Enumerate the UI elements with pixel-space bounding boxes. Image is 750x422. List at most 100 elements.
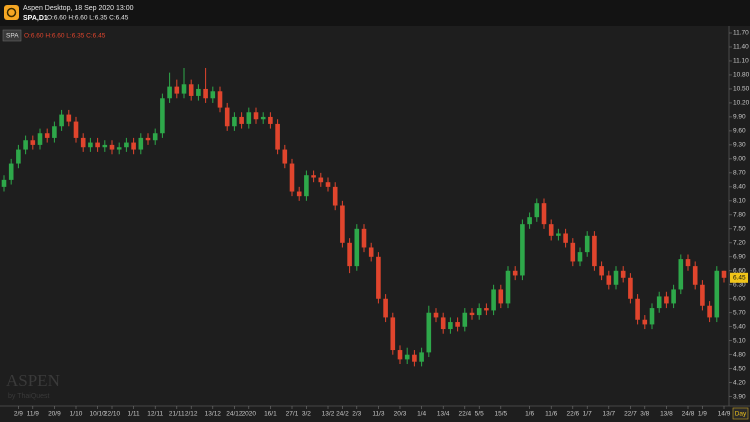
app-icon[interactable] [4,5,19,20]
y-tick-label: 7.20 [733,240,746,247]
candle-body [16,149,21,164]
candle-body [592,235,597,267]
candle-body [59,114,64,127]
x-tick-label: 1/11 [128,411,141,418]
x-tick-label: 2/9 [14,411,23,418]
candle-body [1,179,7,187]
x-tick-label: 13/2 [322,411,335,418]
candle-body [37,133,43,145]
x-tick-label: 24/8 [682,411,695,418]
x-tick-label: 1/9 [698,411,707,418]
candle-body [527,217,532,225]
y-tick-label: 11.10 [733,58,749,65]
candle-body [700,284,705,306]
x-tick-label: 3/2 [302,411,311,418]
candle-body [160,98,165,134]
candle-body [167,86,172,99]
candle-body [188,84,194,96]
candle-body [556,233,561,236]
x-tick-label: 15/5 [494,411,507,418]
candle-body [181,84,187,94]
candle-body [23,140,28,150]
series-tag[interactable] [2,29,22,42]
candle-body [311,175,316,178]
candle-body [584,235,590,253]
last-price-box [730,272,748,283]
y-tick-label: 8.40 [733,184,746,191]
x-tick-label: 2020 [242,411,257,418]
candle-body [80,137,86,148]
x-tick-label: 10/10 [89,411,106,418]
y-tick-label: 7.80 [733,212,746,219]
candle-body [412,354,417,362]
x-tick-label: 20/9 [48,411,61,418]
candle-body [419,352,424,362]
candle-body [253,112,259,120]
app-icon-glyph [6,7,17,18]
candle-body [548,224,554,236]
last-price-label: 6.45 [733,274,746,281]
y-tick-label: 6.30 [733,281,746,288]
candle-body [73,121,79,138]
candle-body [678,259,684,290]
y-tick-label: 3.90 [733,393,746,400]
y-tick-label: 6.00 [733,295,746,302]
candle-body [102,144,108,148]
y-tick-label: 9.60 [733,128,746,135]
x-tick-label: 22/10 [104,411,121,418]
candle-body [131,142,136,150]
candle-body [224,107,230,127]
candle-body [404,354,410,360]
x-tick-label: 24/2 [336,411,349,418]
candle-body [649,308,655,325]
x-tick-label: 11/9 [27,411,40,418]
y-tick-label: 9.00 [733,156,746,163]
candle-body [462,312,468,327]
candle-body [109,144,115,150]
candle-body [260,116,266,120]
y-tick-label: 5.40 [733,323,746,330]
candle-body [138,137,144,150]
candle-body [95,142,100,148]
x-tick-label: 1/4 [417,411,426,418]
candle-body [397,350,403,360]
x-tick-label: 3/8 [640,411,649,418]
candle-body [275,123,280,150]
y-tick-label: 11.70 [733,30,749,37]
x-tick-label: 2/12 [185,411,198,418]
candle-body [433,312,439,318]
x-tick-label: 13/4 [437,411,450,418]
period-button[interactable] [732,407,749,420]
candle-body [671,289,676,304]
candle-body [196,88,201,96]
candle-body [268,116,273,124]
candle-body [289,163,295,192]
watermark-brand: ASPEN [6,371,60,390]
y-tick-label: 6.90 [733,254,746,261]
y-tick-label: 8.10 [733,198,746,205]
candle-body [203,88,208,99]
candle-body [145,137,151,141]
watermark-by: by ThaiQuest [8,393,50,400]
candle-body [635,298,640,320]
candle-body [707,305,712,318]
candle-body [426,312,432,353]
candle-body [491,289,496,311]
candle-body [210,91,216,99]
candle-body [448,322,453,330]
candle-body [383,298,388,318]
candle-body [318,177,324,183]
candle-body [340,205,345,243]
candle-body [656,296,662,309]
candle-body [664,296,669,304]
candle-body [44,133,50,138]
candle-body [476,308,482,316]
candle-body [66,114,72,122]
y-tick-label: 11.40 [733,44,749,51]
candle-body [520,224,525,276]
candle-body [376,256,381,299]
plot: 11.70 11.40 11.10 10.80 10.50 10.20 9.90 9.60 9.… [1,30,750,418]
candle-body [455,322,460,327]
candle-body [354,228,360,267]
